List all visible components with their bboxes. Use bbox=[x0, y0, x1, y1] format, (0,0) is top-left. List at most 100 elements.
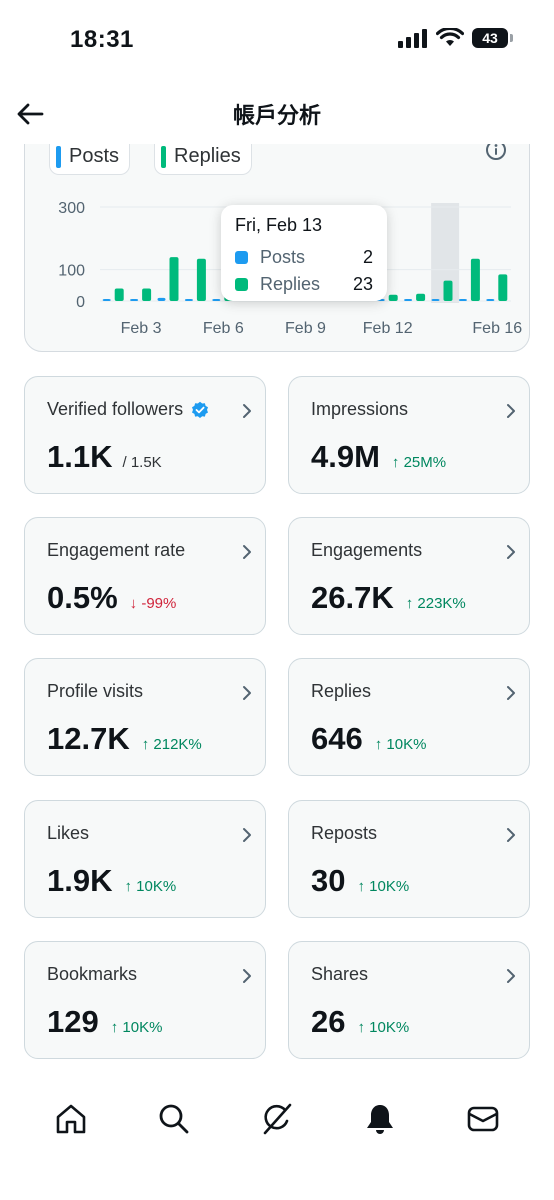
metric-label-text: Impressions bbox=[311, 399, 409, 419]
metric-label-text: Likes bbox=[47, 823, 90, 843]
metric-value-row: 30 ↑ 10K% bbox=[311, 863, 409, 899]
metric-change: ↑ 10K% bbox=[110, 1019, 163, 1036]
chevron-right-icon bbox=[243, 686, 251, 700]
legend-replies-toggle[interactable]: Replies bbox=[154, 141, 252, 175]
tooltip-title: Fri, Feb 13 bbox=[235, 215, 323, 235]
bar-replies bbox=[470, 258, 480, 301]
tab-messages[interactable] bbox=[461, 1097, 505, 1141]
metric-label: Reposts bbox=[311, 823, 377, 844]
metric-label-text: Replies bbox=[311, 681, 372, 701]
metric-label-text: Verified followers bbox=[47, 399, 184, 419]
metric-value: 12.7K bbox=[47, 721, 130, 756]
x-tick-label: Feb 12 bbox=[363, 320, 413, 337]
bar-posts bbox=[212, 299, 221, 301]
metric-value: 646 bbox=[311, 721, 363, 756]
bar-replies bbox=[388, 294, 398, 301]
metric-card-reposts[interactable]: Reposts 30 ↑ 10K% bbox=[288, 800, 530, 918]
page-title: 帳戶分析 bbox=[232, 104, 321, 129]
metric-change: ↑ 10K% bbox=[357, 1019, 410, 1036]
chevron-right-icon bbox=[507, 404, 515, 418]
wifi-icon bbox=[436, 28, 464, 46]
x-tick-label: Feb 9 bbox=[285, 320, 326, 337]
metric-value: 1.1K bbox=[47, 439, 113, 474]
metric-label-text: Shares bbox=[311, 964, 369, 984]
metric-change: ↑ 212K% bbox=[141, 736, 202, 753]
chevron-right-icon bbox=[243, 404, 251, 418]
metric-card-shares[interactable]: Shares 26 ↑ 10K% bbox=[288, 941, 530, 1059]
metric-value-row: 646 ↑ 10K% bbox=[311, 721, 426, 757]
bar-posts bbox=[431, 299, 440, 301]
metric-card-replies[interactable]: Replies 646 ↑ 10K% bbox=[288, 658, 530, 776]
metric-card-likes[interactable]: Likes 1.9K ↑ 10K% bbox=[24, 800, 266, 918]
tooltip-row-posts: Posts 2 bbox=[235, 244, 373, 271]
chevron-right-icon bbox=[243, 828, 251, 842]
x-tick-label: Feb 6 bbox=[203, 320, 244, 337]
status-time: 18:31 bbox=[70, 26, 134, 53]
replies-swatch bbox=[161, 145, 167, 168]
status-icons: 43 bbox=[398, 28, 513, 48]
metric-label: Engagement rate bbox=[47, 540, 185, 561]
nav-bar: 帳戶分析 bbox=[0, 86, 554, 144]
metric-label: Impressions bbox=[311, 399, 408, 420]
bar-replies bbox=[114, 288, 124, 301]
metric-card-impressions[interactable]: Impressions 4.9M ↑ 25M% bbox=[288, 376, 530, 494]
chevron-right-icon bbox=[507, 545, 515, 559]
bar-replies bbox=[169, 257, 179, 301]
tab-grok[interactable] bbox=[255, 1097, 299, 1141]
metric-value-row: 26 ↑ 10K% bbox=[311, 1004, 409, 1040]
metric-value-row: 0.5% ↓ -99% bbox=[47, 580, 176, 616]
y-tick-label: 0 bbox=[76, 294, 85, 311]
legend-posts-toggle[interactable]: Posts bbox=[49, 141, 131, 175]
bar-posts bbox=[102, 299, 111, 301]
bar-posts bbox=[184, 299, 193, 301]
metric-value-row: 12.7K ↑ 212K% bbox=[47, 721, 202, 757]
bar-posts bbox=[130, 299, 139, 301]
legend-label-posts: Posts bbox=[69, 145, 120, 167]
metric-label-text: Profile visits bbox=[47, 681, 144, 701]
tooltip-replies-label: Replies bbox=[260, 274, 321, 294]
bar-replies bbox=[443, 280, 453, 301]
back-arrow-icon bbox=[17, 103, 44, 125]
metric-card-verified-followers[interactable]: Verified followers 1.1K / 1.5K bbox=[24, 376, 266, 494]
cellular-signal-icon bbox=[398, 29, 427, 48]
x-tick-label: Feb 16 bbox=[472, 320, 522, 337]
grok-icon bbox=[263, 1103, 292, 1135]
chevron-right-icon bbox=[243, 545, 251, 559]
posts-swatch bbox=[56, 145, 61, 168]
metric-value-row: 1.9K ↑ 10K% bbox=[47, 863, 176, 899]
metric-card-engagement-rate[interactable]: Engagement rate 0.5% ↓ -99% bbox=[24, 517, 266, 635]
metric-change: ↑ 10K% bbox=[124, 878, 177, 895]
bar-posts bbox=[486, 299, 495, 301]
metric-label-text: Engagements bbox=[311, 540, 423, 560]
metric-total: / 1.5K bbox=[122, 454, 162, 471]
battery-level: 43 bbox=[482, 30, 498, 46]
metric-card-profile-visits[interactable]: Profile visits 12.7K ↑ 212K% bbox=[24, 658, 266, 776]
tooltip-posts-value: 2 bbox=[362, 247, 373, 267]
metric-change: ↑ 10K% bbox=[374, 736, 427, 753]
metric-card-engagements[interactable]: Engagements 26.7K ↑ 223K% bbox=[288, 517, 530, 635]
metric-value-row: 129 ↑ 10K% bbox=[47, 1004, 162, 1040]
y-tick-label: 300 bbox=[58, 200, 85, 217]
metric-card-bookmarks[interactable]: Bookmarks 129 ↑ 10K% bbox=[24, 941, 266, 1059]
tab-home[interactable] bbox=[49, 1097, 93, 1141]
home-icon bbox=[57, 1104, 86, 1134]
metric-change: ↓ -99% bbox=[129, 595, 177, 612]
tab-notifications[interactable] bbox=[358, 1097, 402, 1141]
x-tick-label: Feb 3 bbox=[121, 320, 162, 337]
legend-label-replies: Replies bbox=[174, 145, 241, 167]
metric-value-row: 26.7K ↑ 223K% bbox=[311, 580, 466, 616]
tab-search[interactable] bbox=[152, 1097, 196, 1141]
metric-label-text: Reposts bbox=[311, 823, 378, 843]
back-button[interactable] bbox=[12, 96, 48, 132]
tooltip-replies-value: 23 bbox=[352, 274, 373, 294]
bar-replies bbox=[196, 258, 206, 301]
chart-legend: Posts Replies bbox=[49, 141, 252, 175]
metric-value: 129 bbox=[47, 1004, 99, 1039]
metric-label: Likes bbox=[47, 823, 89, 844]
metric-label: Shares bbox=[311, 964, 368, 985]
metric-label: Engagements bbox=[311, 540, 422, 561]
y-tick-label: 100 bbox=[58, 263, 85, 280]
metric-value: 26.7K bbox=[311, 580, 394, 615]
metric-value: 26 bbox=[311, 1004, 346, 1039]
status-bar: 18:31 43 bbox=[0, 0, 554, 86]
